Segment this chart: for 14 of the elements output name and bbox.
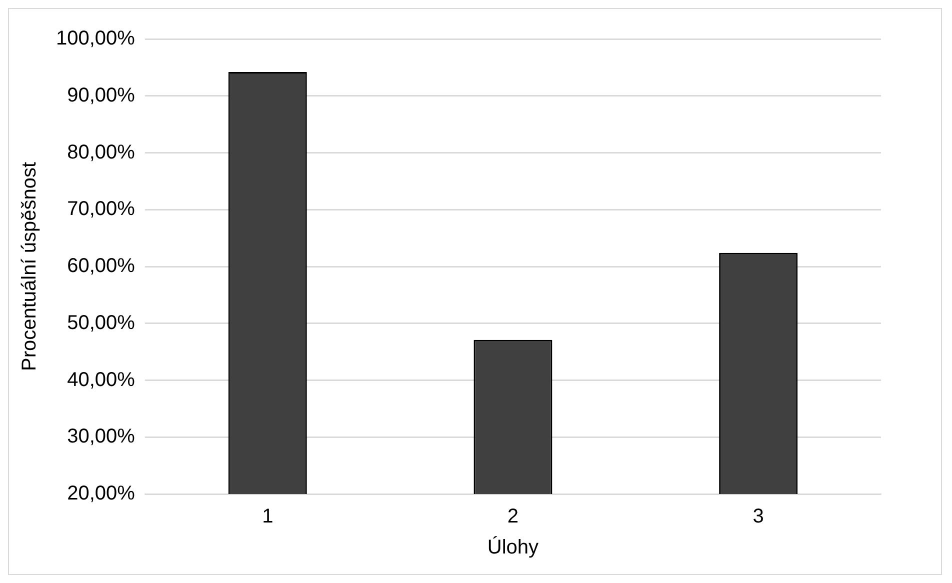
y-tick-label: 20,00% [67,482,136,505]
x-tick-label: 3 [752,506,764,528]
y-tick-label: 50,00% [67,312,136,334]
y-tick-label: 90,00% [67,84,136,106]
y-tick-label: 30,00% [67,426,136,448]
y-tick-label: 40,00% [67,368,136,391]
x-tick-label: 2 [507,506,519,528]
y-tick-label: 70,00% [67,198,136,220]
x-tick-label: 1 [262,506,274,528]
x-axis-title: Úlohy [487,536,539,559]
y-axis-title: Procentuální úspěšnost [18,162,41,372]
y-tick-label: 60,00% [67,255,136,278]
y-tick-label: 100,00% [56,28,136,50]
y-tick-label: 80,00% [67,141,136,164]
